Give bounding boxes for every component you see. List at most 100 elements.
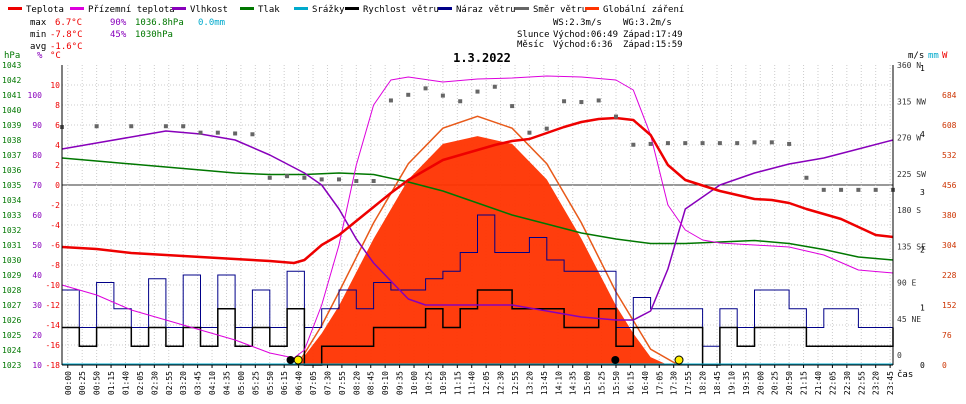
x-tick-label: 02:55 <box>165 371 174 395</box>
unit-rain: mm <box>928 51 939 61</box>
pressure-tick-label: 1040 <box>2 106 21 115</box>
x-tick-label: 17:30 <box>670 371 679 395</box>
wind-direction-point <box>302 175 307 180</box>
pressure-line <box>61 157 894 261</box>
wind-speed-tick-label: 2 <box>920 246 925 255</box>
stat-max-press: 1036.8hPa <box>135 18 184 28</box>
temperature-line <box>61 116 894 265</box>
x-tick-label: 21:15 <box>800 371 809 395</box>
legend-item-label: Teplota <box>26 5 64 15</box>
wind-direction-point <box>406 92 411 97</box>
x-tick-label: 07:30 <box>323 371 332 395</box>
x-tick-label: 17:05 <box>655 371 664 395</box>
temperature-tick-label: 8 <box>55 101 60 110</box>
radiation-area <box>297 136 668 365</box>
unit-wind: m/s <box>908 51 924 61</box>
sun-label: Slunce <box>517 30 550 40</box>
wind-direction-point <box>285 174 290 179</box>
axis-units: hPa % °C m/s mm W čas <box>4 51 948 380</box>
legend-item-label: Rychlost větru <box>363 5 439 15</box>
x-tick-label: 11:15 <box>453 371 462 395</box>
radiation-tick-label: 684 <box>942 91 957 100</box>
x-tick-label: 10:50 <box>439 371 448 395</box>
pressure-tick-label: 1026 <box>2 316 21 325</box>
ground-temperature-line <box>61 75 894 359</box>
temperature-tick-label: -18 <box>46 361 61 370</box>
humidity-tick-label: 100 <box>28 91 43 100</box>
x-tick-label: 15:25 <box>598 371 607 395</box>
x-axis-ticks: 00:00 00:25 00:50 01:15 01:40 02:05 02:30 02:55… <box>64 365 895 395</box>
wind-direction-point <box>250 132 255 137</box>
pressure-tick-label: 1036 <box>2 166 21 175</box>
x-tick-label: 03:20 <box>179 371 188 395</box>
wind-direction-point <box>804 175 809 180</box>
x-tick-label: 05:25 <box>251 371 260 395</box>
humidity-tick-label: 20 <box>32 331 42 340</box>
wind-direction-point <box>821 187 826 192</box>
wind-direction-point <box>492 84 497 89</box>
wind-speed-tick-label: 1 <box>920 64 925 73</box>
wind-direction-point <box>787 141 792 146</box>
wind-direction-point <box>873 187 878 192</box>
x-tick-label: 12:55 <box>511 371 520 395</box>
wind-speed-tick-label: 1 <box>920 303 925 312</box>
x-tick-label: 08:45 <box>367 371 376 395</box>
unit-time: čas <box>897 369 913 380</box>
legend-swatch <box>345 7 359 10</box>
x-tick-label: 18:20 <box>699 371 708 395</box>
wind-direction-point <box>440 93 445 98</box>
x-tick-label: 15:00 <box>583 371 592 395</box>
x-tick-label: 10:00 <box>410 371 419 395</box>
axes: 1043104210411040103910381037103610351034… <box>2 61 957 370</box>
stat-avg-label: avg <box>30 42 46 52</box>
x-tick-label: 00:25 <box>78 371 87 395</box>
x-tick-label: 20:25 <box>771 371 780 395</box>
wind-speed-line <box>62 289 894 366</box>
x-tick-label: 15:50 <box>612 371 621 395</box>
wind-direction-point <box>631 142 636 147</box>
x-tick-label: 06:40 <box>295 371 304 395</box>
wind-direction-point <box>458 99 463 104</box>
humidity-tick-label: 60 <box>32 211 42 220</box>
wind-direction-point <box>371 179 376 183</box>
pressure-tick-label: 1032 <box>2 226 21 235</box>
pressure-tick-label: 1025 <box>2 331 21 340</box>
wind-direction-point <box>233 131 238 136</box>
wind-direction-point <box>163 124 168 129</box>
stat-min-label: min <box>30 30 46 40</box>
x-tick-label: 01:15 <box>107 371 116 395</box>
stat-max-label: max <box>30 18 47 28</box>
wind-direction-tick-label: 225 SW <box>897 170 926 179</box>
sun-set: Západ:17:49 <box>623 30 683 40</box>
x-tick-label: 10:25 <box>424 371 433 395</box>
wind-direction-point <box>752 140 757 145</box>
temperature-tick-label: -4 <box>50 221 60 230</box>
x-tick-label: 21:40 <box>814 371 823 395</box>
wind-gust-line <box>62 214 894 347</box>
x-tick-label: 19:35 <box>742 371 751 395</box>
wind-direction-point <box>769 140 774 145</box>
pressure-tick-label: 1042 <box>2 76 21 85</box>
x-tick-label: 22:05 <box>828 371 837 395</box>
pressure-tick-label: 1033 <box>2 211 21 220</box>
x-tick-label: 20:50 <box>785 371 794 395</box>
pressure-tick-label: 1031 <box>2 241 21 250</box>
legend-item-label: Tlak <box>258 5 280 15</box>
radiation-tick-label: 380 <box>942 211 957 220</box>
chart-title: 1.3.2022 <box>453 51 511 65</box>
temperature-tick-label: -12 <box>46 301 61 310</box>
pressure-tick-label: 1027 <box>2 301 21 310</box>
x-tick-label: 12:05 <box>482 371 491 395</box>
humidity-tick-label: 30 <box>32 301 42 310</box>
unit-press: hPa <box>4 51 20 61</box>
wind-direction-point <box>700 141 705 146</box>
unit-rad: W <box>942 51 948 61</box>
temperature-tick-label: -16 <box>46 341 61 350</box>
x-tick-label: 02:05 <box>136 371 145 395</box>
radiation-tick-label: 608 <box>942 121 957 130</box>
x-tick-label: 04:35 <box>222 371 231 395</box>
x-tick-label: 09:35 <box>396 371 405 395</box>
humidity-tick-label: 50 <box>32 241 42 250</box>
legend-item-label: Přízemní teplota <box>88 5 175 15</box>
